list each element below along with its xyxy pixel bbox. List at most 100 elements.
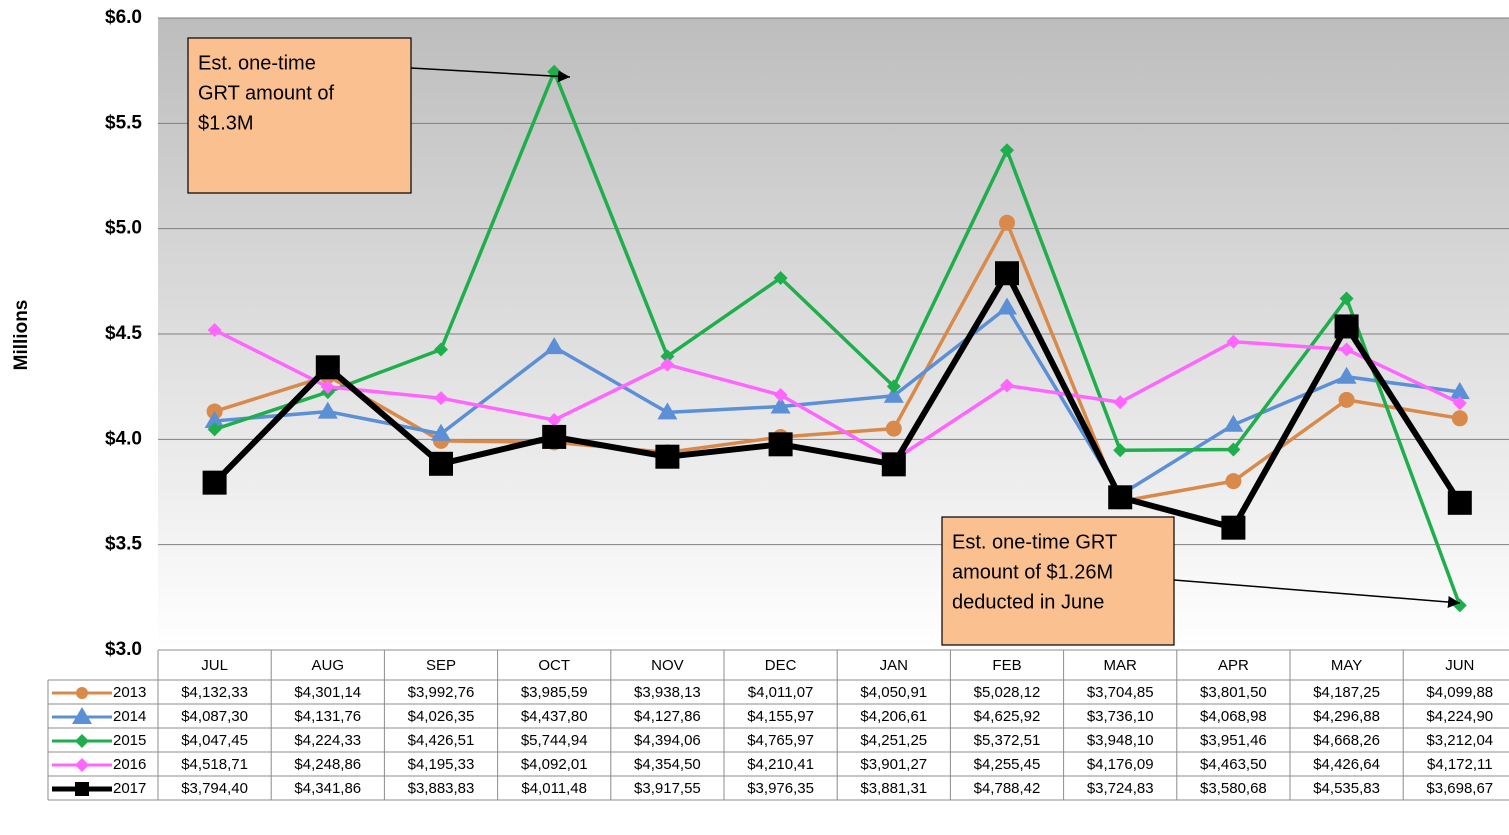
legend-marker bbox=[75, 782, 89, 796]
table-value: $5,372,51 bbox=[974, 732, 1041, 749]
table-value: $4,518,71 bbox=[181, 756, 248, 773]
table-value: $4,394,06 bbox=[634, 732, 701, 749]
category-label: AUG bbox=[312, 657, 345, 674]
marker bbox=[997, 297, 1017, 315]
table-value: $4,301,14 bbox=[294, 684, 361, 701]
marker bbox=[1108, 485, 1133, 510]
category-label: APR bbox=[1218, 657, 1249, 674]
table-value: $4,248,86 bbox=[294, 756, 361, 773]
table-value: $4,026,35 bbox=[408, 708, 475, 725]
marker bbox=[886, 379, 901, 394]
category-label: JUL bbox=[201, 657, 228, 674]
table-value: $4,127,86 bbox=[634, 708, 701, 725]
table-value: $4,251,25 bbox=[860, 732, 927, 749]
legend-label: 2013 bbox=[113, 684, 146, 701]
table-value: $3,698,67 bbox=[1426, 780, 1493, 797]
series-line bbox=[214, 69, 1462, 606]
table-value: $3,938,13 bbox=[634, 684, 701, 701]
marker bbox=[1113, 443, 1128, 458]
annotation-text: $1.3M bbox=[198, 112, 254, 134]
table-value: $3,801,50 bbox=[1200, 684, 1267, 701]
marker bbox=[995, 261, 1019, 286]
table-value: $4,535,83 bbox=[1313, 780, 1380, 797]
marker bbox=[655, 444, 680, 469]
marker bbox=[1223, 414, 1244, 432]
marker bbox=[315, 355, 340, 380]
marker bbox=[1338, 391, 1355, 408]
table-value: $3,704,85 bbox=[1087, 684, 1154, 701]
legend-marker bbox=[75, 758, 89, 772]
table-value: $4,132,33 bbox=[181, 684, 248, 701]
table-value: $3,992,76 bbox=[408, 684, 475, 701]
table-value: $3,580,68 bbox=[1200, 780, 1267, 797]
marker bbox=[1113, 395, 1128, 410]
category-label: SEP bbox=[426, 657, 456, 674]
legend-marker bbox=[76, 687, 88, 699]
table-value: $4,426,51 bbox=[408, 732, 475, 749]
table-value: $4,092,01 bbox=[521, 756, 588, 773]
table-value: $5,744,94 bbox=[521, 732, 588, 749]
marker bbox=[1452, 396, 1467, 411]
table-value: $4,011,48 bbox=[521, 780, 587, 797]
table-value: $3,212,04 bbox=[1426, 732, 1493, 749]
marker bbox=[1221, 515, 1246, 540]
table-value: $4,068,98 bbox=[1200, 708, 1267, 725]
table-value: $3,883,83 bbox=[408, 780, 475, 797]
category-label: OCT bbox=[538, 657, 570, 674]
table-value: $4,176,09 bbox=[1087, 756, 1154, 773]
marker bbox=[1447, 490, 1472, 515]
table-value: $4,255,45 bbox=[974, 756, 1041, 773]
marker bbox=[1000, 143, 1014, 158]
table-value: $4,210,41 bbox=[747, 756, 814, 773]
annotation-text: amount of $1.26M bbox=[952, 561, 1113, 583]
category-label: MAR bbox=[1104, 657, 1138, 674]
marker bbox=[544, 337, 565, 355]
marker bbox=[773, 388, 788, 403]
table-value: $4,463,50 bbox=[1200, 756, 1267, 773]
y-tick-label: $3.0 bbox=[105, 639, 142, 660]
marker bbox=[320, 379, 335, 394]
marker bbox=[1226, 442, 1241, 457]
marker bbox=[657, 402, 678, 420]
marker bbox=[999, 214, 1015, 231]
annotation-box bbox=[941, 516, 1175, 646]
category-label: NOV bbox=[651, 657, 684, 674]
table-value: $3,724,83 bbox=[1087, 780, 1154, 797]
marker bbox=[1334, 314, 1359, 339]
series-line bbox=[214, 305, 1461, 497]
annotation-arrow bbox=[410, 67, 571, 83]
marker bbox=[885, 420, 902, 437]
marker bbox=[1336, 366, 1357, 384]
legend-label: 2017 bbox=[113, 780, 146, 797]
table-value: $4,341,86 bbox=[294, 780, 361, 797]
table-value: $4,206,61 bbox=[860, 708, 927, 725]
table-value: $4,437,80 bbox=[521, 708, 588, 725]
table-value: $3,917,55 bbox=[634, 780, 701, 797]
marker bbox=[202, 470, 227, 495]
annotation-box bbox=[187, 37, 412, 194]
y-tick-label: $6.0 bbox=[105, 7, 142, 28]
y-tick-label: $4.5 bbox=[105, 323, 142, 344]
table-value: $4,625,92 bbox=[974, 708, 1041, 725]
table-value: $3,901,27 bbox=[860, 756, 927, 773]
marker bbox=[770, 396, 791, 414]
category-label: JAN bbox=[880, 657, 908, 674]
table-value: $4,155,97 bbox=[747, 708, 814, 725]
legend-label: 2016 bbox=[113, 756, 146, 773]
table-value: $4,296,88 bbox=[1313, 708, 1380, 725]
marker bbox=[1451, 410, 1468, 427]
table-value: $4,354,50 bbox=[634, 756, 701, 773]
table-value: $4,187,25 bbox=[1313, 684, 1380, 701]
legend-label: 2014 bbox=[113, 708, 146, 725]
marker bbox=[207, 422, 222, 437]
category-label: JUN bbox=[1445, 657, 1474, 674]
marker bbox=[1449, 381, 1470, 399]
category-label: DEC bbox=[765, 657, 797, 674]
category-label: MAY bbox=[1331, 657, 1362, 674]
table-value: $4,011,07 bbox=[748, 684, 814, 701]
marker bbox=[881, 452, 906, 477]
table-value: $3,736,10 bbox=[1087, 708, 1154, 725]
table-value: $3,794,40 bbox=[181, 780, 248, 797]
